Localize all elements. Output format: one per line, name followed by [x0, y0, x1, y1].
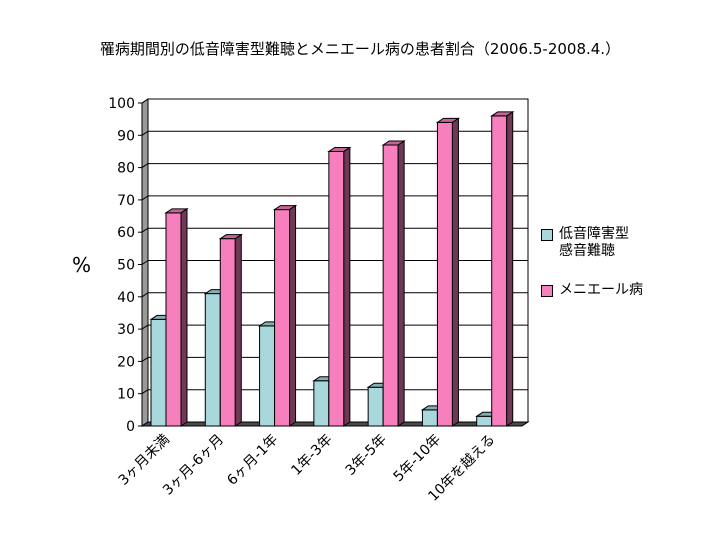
- bar-side-face: [180, 207, 188, 427]
- x-tick-label: 1年-3年: [288, 432, 335, 479]
- gridline-depth: [141, 356, 149, 362]
- gridline-depth: [141, 292, 149, 298]
- y-tick-label: 10: [117, 387, 135, 403]
- x-tick-label: 3ヶ月未満: [116, 432, 173, 489]
- bar-menieres-6: [491, 115, 508, 427]
- legend-label-menieres-disease: メニエール病: [559, 282, 643, 298]
- x-tick-label: 6ヶ月-1年: [224, 432, 281, 489]
- bar-low-tone-1: [204, 293, 221, 427]
- legend: 低音障害型 感音難聴 メニエール病: [541, 226, 643, 321]
- legend-swatch-low-tone-hearing-loss: [541, 229, 553, 241]
- bar-menieres-0: [165, 212, 182, 427]
- gridline-depth: [141, 324, 149, 330]
- bar-low-tone-5: [421, 409, 438, 427]
- bar-side-face: [451, 117, 459, 427]
- bar-low-tone-2: [259, 325, 276, 427]
- y-tick-label: 30: [117, 322, 135, 338]
- gridline-depth: [141, 227, 149, 233]
- y-tick-label: 0: [126, 419, 135, 435]
- gridline-depth: [141, 130, 149, 136]
- bar-side-face: [234, 233, 242, 427]
- legend-item-menieres-disease: メニエール病: [541, 282, 643, 299]
- bar-side-face: [289, 204, 297, 427]
- bar-menieres-2: [274, 209, 291, 427]
- x-tick-label: 3年-5年: [343, 432, 390, 479]
- bar-menieres-3: [328, 150, 345, 427]
- bar-menieres-4: [382, 144, 399, 427]
- gridline-depth: [141, 163, 149, 169]
- y-tick-label: 70: [117, 193, 135, 209]
- legend-item-low-tone-hearing-loss: 低音障害型 感音難聴: [541, 226, 643, 260]
- gridline-depth: [141, 260, 149, 265]
- x-tick-label: 5年-10年: [391, 432, 445, 486]
- bar-side-face: [343, 146, 351, 427]
- y-tick-label: 80: [117, 161, 135, 177]
- gridline-depth: [141, 195, 149, 201]
- bar-low-tone-0: [150, 318, 167, 427]
- bar-menieres-1: [219, 238, 236, 427]
- bar-low-tone-6: [476, 415, 493, 427]
- y-tick-label: 60: [117, 225, 135, 241]
- bar-side-face: [397, 140, 405, 427]
- bar-menieres-5: [436, 121, 453, 427]
- gridline-depth: [141, 389, 149, 395]
- gridline-depth: [141, 98, 149, 104]
- chart-title: 罹病期間別の低音障害型難聴とメニエール病の患者割合（2006.5-2008.4.…: [99, 40, 621, 58]
- y-axis-label: %: [72, 253, 92, 277]
- y-tick-label: 90: [117, 128, 135, 144]
- legend-swatch-menieres-disease: [541, 285, 553, 297]
- y-tick-label: 40: [117, 290, 135, 306]
- y-tick-label: 50: [117, 258, 135, 274]
- y-tick-label: 20: [117, 354, 135, 370]
- bar-low-tone-4: [367, 386, 384, 427]
- bar-low-tone-3: [313, 380, 330, 427]
- legend-label-low-tone-hearing-loss: 低音障害型 感音難聴: [559, 226, 629, 259]
- bar-side-face: [506, 110, 514, 427]
- y-tick-label: 100: [108, 96, 135, 112]
